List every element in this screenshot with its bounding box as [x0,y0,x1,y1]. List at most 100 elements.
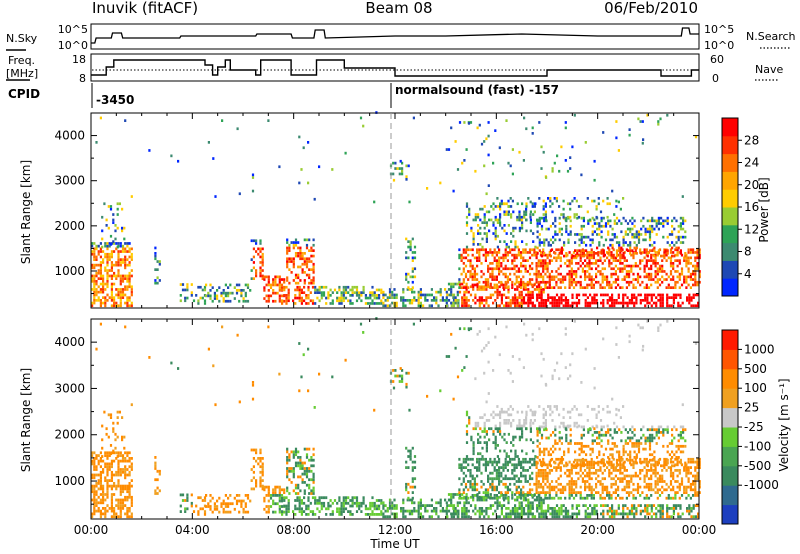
velocity-cell [591,512,594,516]
power-cell [537,275,540,279]
velocity-cell [592,471,595,475]
power-cell [570,267,573,271]
velocity-cell [278,494,281,497]
velocity-cell [661,515,664,519]
power-cell [602,249,605,252]
velocity-cell [597,463,600,467]
velocity-cell [123,435,126,439]
colorbar-tick-label: 28 [744,133,759,147]
power-cell [568,280,571,284]
power-cell [599,272,602,276]
power-cell [628,133,631,137]
velocity-cell [491,460,494,464]
velocity-cell [439,501,442,505]
power-cell [685,286,688,289]
velocity-cell [186,496,189,500]
power-cell [526,259,529,262]
power-cell [692,264,695,268]
velocity-cell [435,512,438,516]
power-cell [485,285,488,289]
velocity-cell [298,501,301,505]
velocity-cell [654,480,657,483]
power-cell [520,293,523,297]
velocity-cell [272,499,275,503]
velocity-cell [641,509,645,513]
power-cell [578,299,581,302]
power-cell [683,275,686,279]
power-cell [615,222,619,225]
power-cell [278,289,281,292]
power-cell [458,280,461,284]
power-cell [119,244,122,248]
power-cell [409,248,412,252]
power-cell [515,256,518,260]
power-cell [407,245,410,249]
velocity-cell [533,482,536,486]
power-cell [509,272,512,276]
power-cell [331,299,334,303]
power-cell [542,199,545,203]
power-cell [124,119,127,122]
velocity-cell [99,512,102,516]
velocity-cell [511,496,514,500]
power-cell [108,255,111,259]
power-cell [656,270,659,273]
power-cell [469,259,472,262]
power-cell [579,280,582,284]
power-cell [179,299,182,303]
power-cell [156,268,159,271]
power-cell [272,299,275,303]
power-cell [505,304,508,308]
power-cell [104,244,107,248]
power-cell [130,285,133,289]
power-cell [244,291,247,295]
power-cell [570,283,573,287]
power-cell [465,202,469,206]
velocity-cell [465,507,468,510]
power-cell [294,254,298,258]
power-cell [550,275,554,279]
power-cell [529,229,532,233]
power-cell [683,259,686,262]
power-cell [382,304,385,308]
power-cell [494,229,497,233]
velocity-cell [643,474,646,478]
power-cell [608,202,611,206]
power-cell [623,278,626,281]
power-cell [698,280,701,284]
power-cell [119,242,122,245]
power-cell [560,233,563,236]
power-cell [635,235,638,239]
velocity-cell [480,485,483,489]
velocity-cell [568,485,571,489]
power-cell [252,255,255,259]
velocity-cell [104,512,107,516]
velocity-cell [677,515,680,519]
velocity-cell [209,494,212,497]
power-cell [624,233,627,236]
power-cell [400,299,403,302]
velocity-cell [647,482,651,486]
power-cell [280,294,284,298]
power-cell [349,302,352,305]
power-cell [99,250,102,253]
velocity-cell [473,480,476,483]
velocity-cell [520,491,523,494]
power-cell [660,222,663,225]
velocity-cell [590,460,593,464]
velocity-cell [612,469,615,472]
power-cell [600,249,603,252]
velocity-cell [473,494,476,497]
velocity-cell [382,504,385,507]
power-cell [542,304,545,308]
power-cell [294,288,297,292]
power-cell [93,285,96,289]
velocity-cell [112,449,115,453]
power-cell [622,254,625,258]
velocity-cell [599,466,602,469]
velocity-cell [417,507,420,510]
velocity-cell [469,457,472,461]
power-cell [503,224,506,227]
power-cell [499,202,502,206]
power-cell [642,238,645,242]
